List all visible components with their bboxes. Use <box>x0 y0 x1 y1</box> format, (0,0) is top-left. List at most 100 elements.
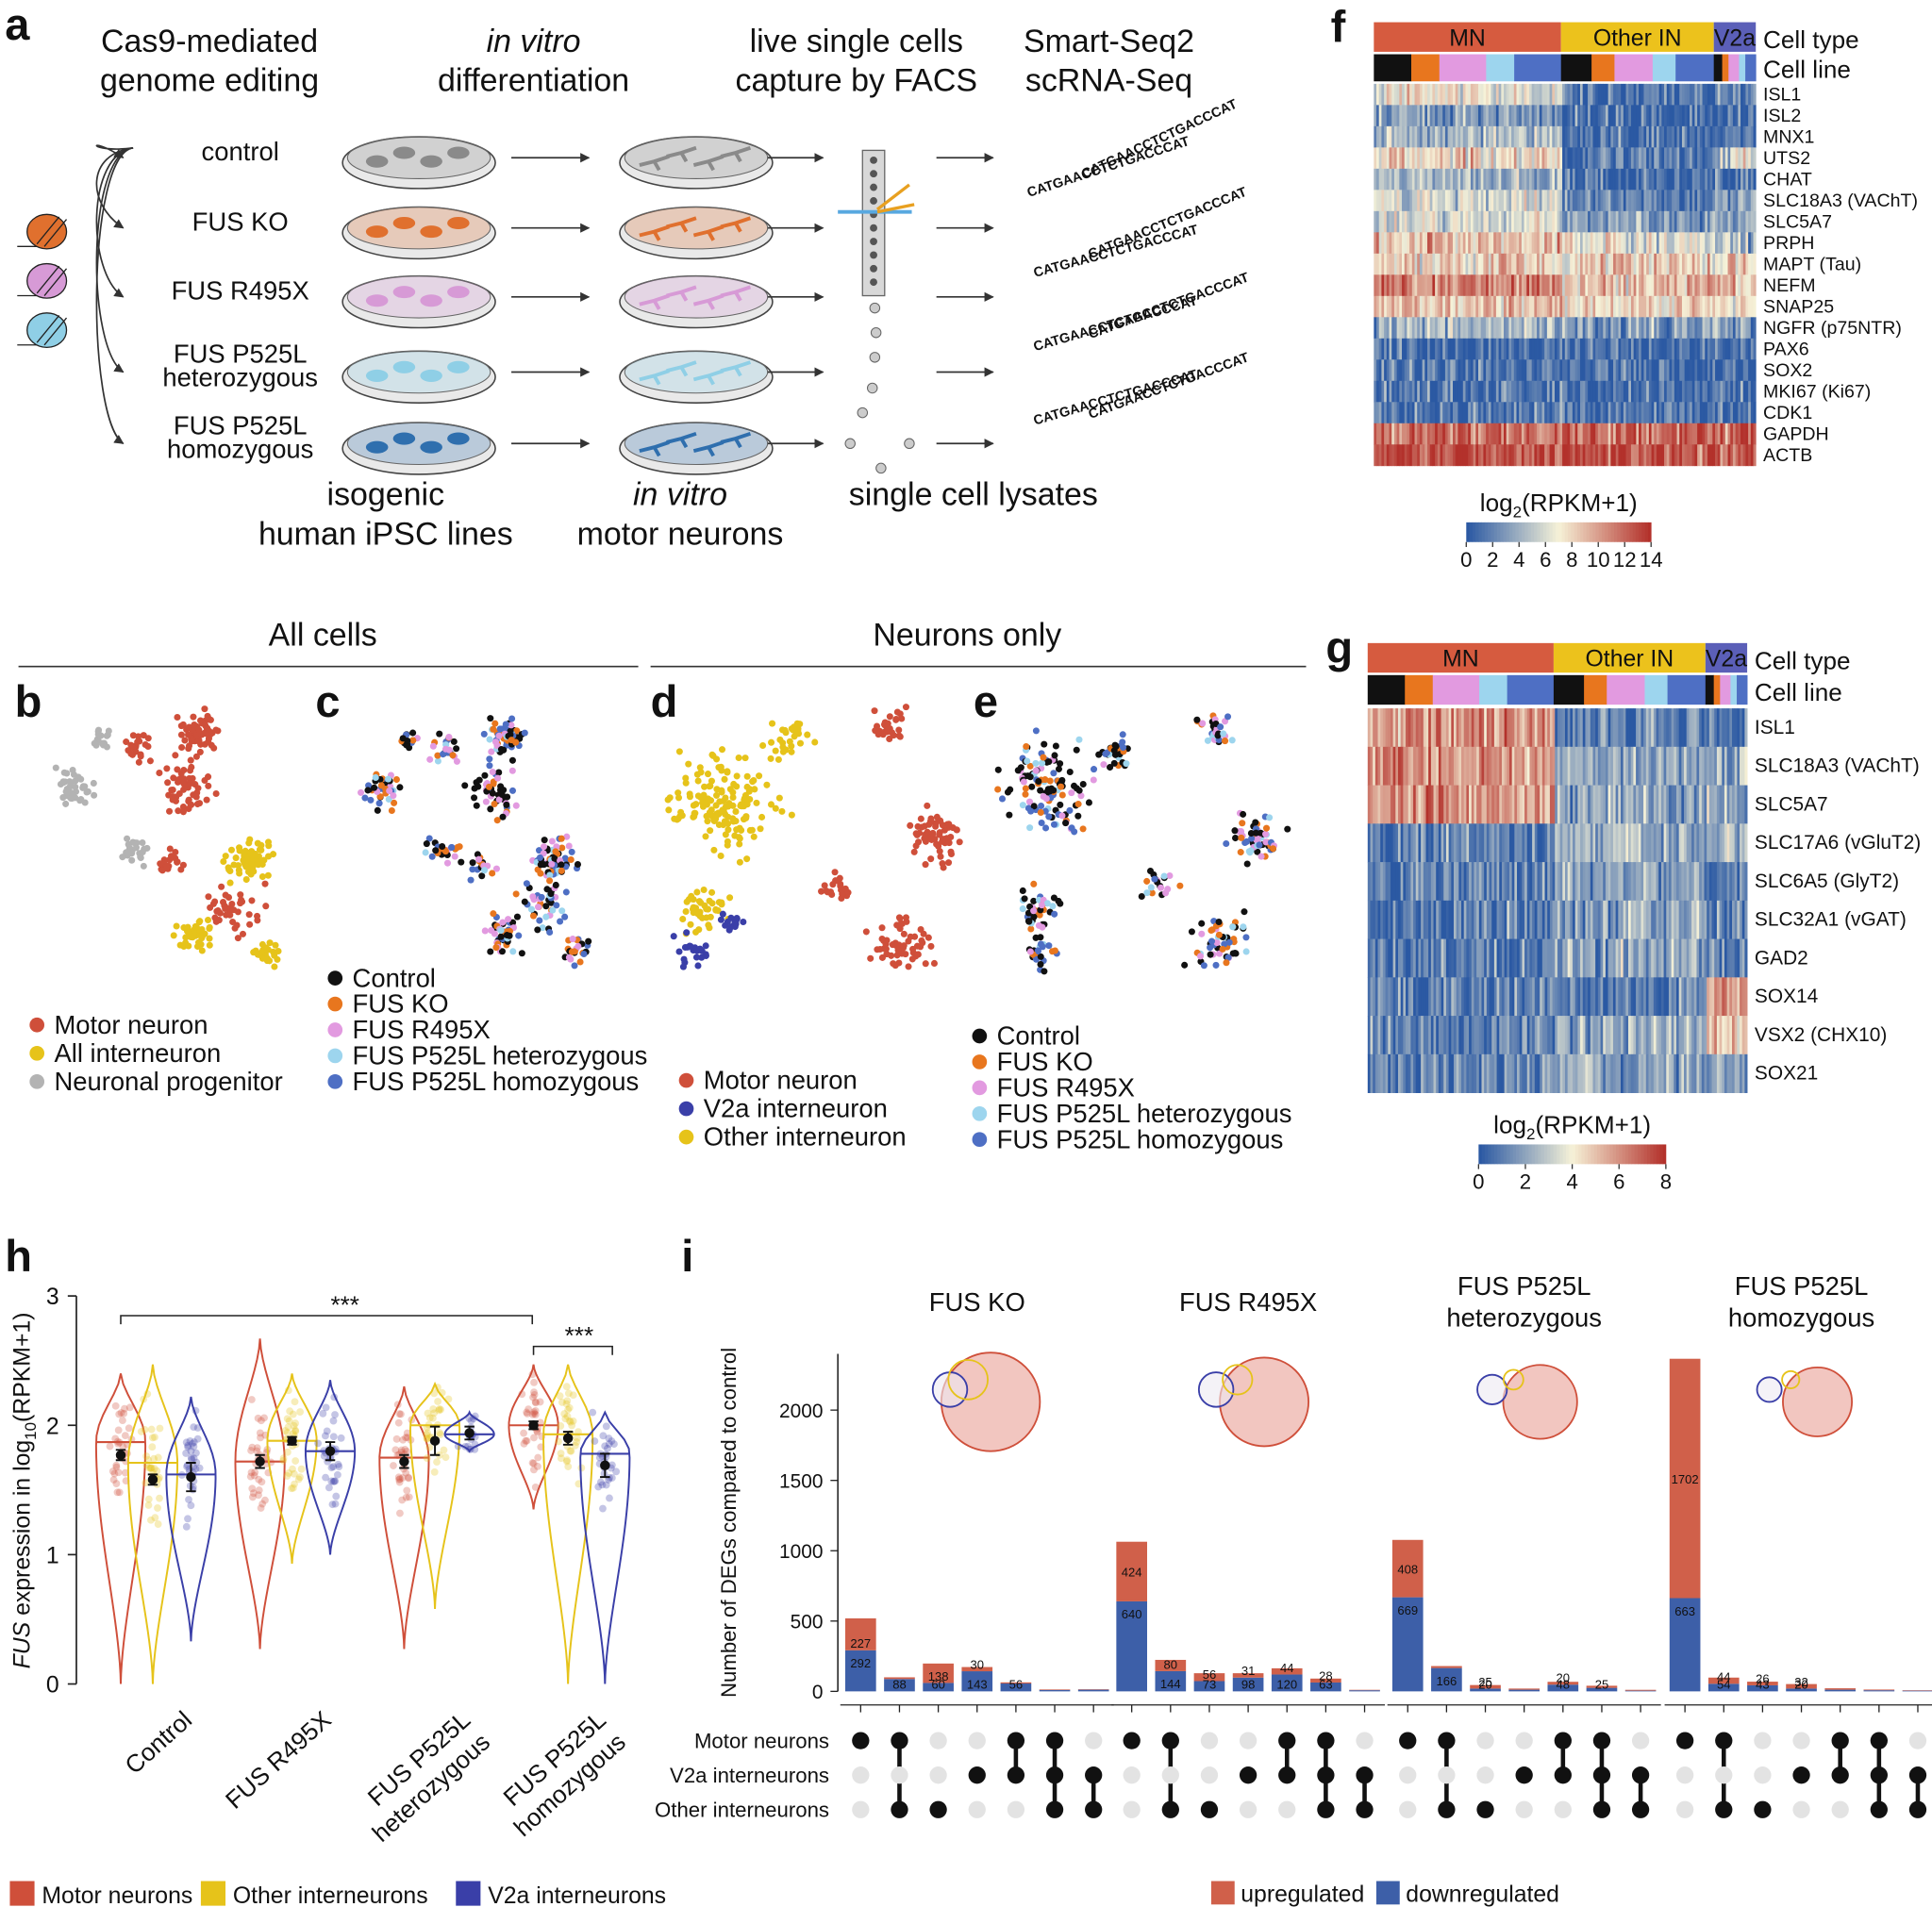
umap-cell <box>505 916 512 923</box>
heatmap-cell <box>1393 317 1398 340</box>
heatmap-cell <box>1460 338 1464 360</box>
umap-cell <box>139 848 146 856</box>
heatmap-cell <box>1465 125 1469 148</box>
heatmap-cell <box>1654 105 1657 127</box>
heatmap-cell <box>1623 746 1626 786</box>
heatmap-cell <box>1600 190 1604 212</box>
heatmap-cell <box>1738 253 1741 275</box>
heatmap-cell <box>1414 402 1418 424</box>
umap-cell <box>717 763 724 771</box>
heatmap-cell <box>1577 338 1581 360</box>
heatmap-cell <box>1570 232 1574 255</box>
heatmap-cell <box>1409 295 1413 318</box>
heatmap-cell <box>1544 190 1548 212</box>
heatmap-cell <box>1460 317 1464 340</box>
heatmap-cell <box>1432 317 1436 340</box>
heatmap-cell <box>1544 380 1548 403</box>
heatmap-cell <box>1519 380 1523 403</box>
umap-cell <box>1066 769 1074 776</box>
legend-label: FUS P525L heterozygous <box>997 1099 1292 1128</box>
heatmap-cell <box>1552 147 1556 170</box>
falling-cell <box>875 462 887 474</box>
heatmap-cell <box>1404 253 1407 275</box>
umap-cell <box>207 904 214 911</box>
heatmap-cell <box>1574 380 1578 403</box>
cell-line-bar <box>1705 674 1715 705</box>
heatmap-cell <box>1384 338 1388 360</box>
heatmap-cell <box>1590 317 1593 340</box>
heatmap-cell <box>1648 338 1652 360</box>
heatmap-cell <box>1430 785 1434 824</box>
heatmap-cell <box>1493 147 1497 170</box>
umap-cell <box>698 954 706 961</box>
gene-label: MNX1 <box>1763 127 1814 148</box>
heatmap-cell <box>1506 295 1509 318</box>
heatmap-cell <box>1442 444 1446 467</box>
heatmap-cell <box>1597 295 1601 318</box>
umap-cell <box>167 853 175 860</box>
heatmap-cell <box>1499 746 1503 786</box>
heatmap-cell <box>1402 380 1406 403</box>
umap-cell <box>1090 766 1098 773</box>
heatmap-cell <box>1424 295 1428 318</box>
heatmap-cell <box>1419 338 1424 360</box>
heatmap-cell <box>1630 708 1634 748</box>
gene-label: ISL2 <box>1763 106 1801 126</box>
heatmap-cell <box>1690 380 1693 403</box>
heatmap-cell <box>1435 105 1439 127</box>
heatmap-cell <box>1603 210 1607 233</box>
heatmap-cell <box>1679 317 1683 340</box>
heatmap-cell <box>1541 444 1545 467</box>
heatmap-cell <box>1621 402 1624 424</box>
heatmap-cell <box>1661 105 1665 127</box>
heatmap-cell <box>1656 746 1659 786</box>
umap-cell <box>271 963 278 970</box>
heatmap-cell <box>1498 232 1502 255</box>
heatmap-cell <box>1526 168 1530 191</box>
heatmap-cell <box>1468 125 1472 148</box>
heatmap-cell <box>1404 210 1407 233</box>
heatmap-cell <box>1528 274 1533 297</box>
heatmap-cell <box>1488 274 1491 297</box>
heatmap-cell <box>1742 125 1746 148</box>
heatmap-cell <box>1407 253 1410 275</box>
heatmap-cell <box>1661 125 1665 148</box>
heatmap-cell <box>1524 359 1527 382</box>
umap-cell <box>179 778 187 786</box>
umap-cell <box>434 757 441 765</box>
heatmap-cell <box>1424 125 1428 148</box>
heatmap-cell <box>1597 168 1601 191</box>
heatmap-cell <box>1476 708 1480 748</box>
heatmap-cell <box>1577 125 1581 148</box>
umap-cell <box>945 821 953 828</box>
heatmap-cell <box>1546 338 1550 360</box>
heatmap-cell <box>1607 232 1611 255</box>
heatmap-cell <box>1687 253 1690 275</box>
heatmap-cell <box>1506 444 1509 467</box>
heatmap-cell <box>1672 295 1675 318</box>
heatmap-cell <box>1458 746 1462 786</box>
heatmap-cell <box>1717 317 1721 340</box>
heatmap-cell <box>1740 423 1744 445</box>
heatmap-cell <box>1528 147 1533 170</box>
heatmap-cell <box>1572 105 1575 127</box>
heatmap-cell <box>1690 295 1693 318</box>
heatmap-cell <box>1676 444 1680 467</box>
umap-cell <box>527 905 535 913</box>
umap-cell <box>896 920 904 928</box>
heatmap-cell <box>1669 105 1673 127</box>
heatmap-cell <box>1391 274 1395 297</box>
heatmap-cell <box>1625 423 1629 445</box>
heatmap-cell <box>1462 444 1466 467</box>
heatmap-cell <box>1546 402 1550 424</box>
heatmap-cell <box>1666 444 1670 467</box>
heatmap-cell <box>1674 402 1677 424</box>
umap-cell <box>495 769 503 776</box>
umap-cell <box>146 757 154 765</box>
heatmap-cell <box>1480 253 1484 275</box>
heatmap-cell <box>1491 295 1494 318</box>
heatmap-cell <box>1699 402 1703 424</box>
heatmap-cell <box>1592 210 1596 233</box>
heatmap-cell <box>1544 83 1548 106</box>
heatmap-cell <box>1564 402 1568 424</box>
